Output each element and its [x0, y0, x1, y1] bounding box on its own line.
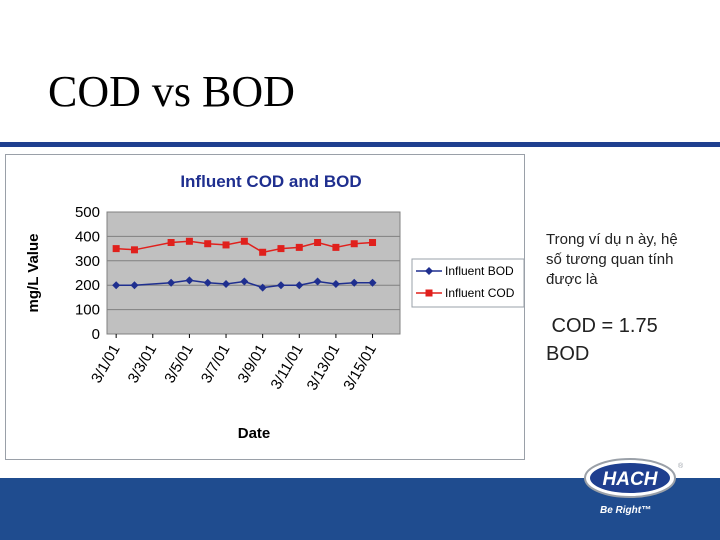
note-line: được là [546, 271, 598, 288]
data-point [258, 283, 267, 292]
y-tick-label: 0 [92, 326, 100, 343]
x-tick-label: 3/3/01 [125, 342, 161, 387]
data-point [203, 278, 212, 287]
series-layer [112, 237, 377, 292]
data-point [112, 281, 121, 290]
data-point [276, 281, 285, 290]
data-point [204, 240, 212, 248]
note-line: Trong ví dụ n ày, hệ [546, 231, 678, 248]
y-tick-label: 300 [75, 253, 100, 270]
logo-text: HACH [603, 469, 659, 490]
data-point [240, 237, 248, 245]
data-point [167, 278, 176, 287]
data-point [332, 243, 340, 251]
x-tick-label: 3/7/01 [198, 342, 234, 387]
data-point [277, 245, 285, 253]
data-point [350, 278, 359, 287]
plot-area [106, 211, 401, 335]
y-tick-label: 500 [75, 204, 100, 221]
data-point [350, 240, 358, 248]
hach-logo: HACH ® [584, 458, 684, 498]
chart-panel: Influent COD and BOD 0 100 200 300 400 500 3/… [5, 154, 525, 460]
y-tick-label: 100 [75, 302, 100, 319]
x-tick-label: 3/9/01 [235, 342, 271, 387]
x-tick-label: 3/11/01 [268, 342, 307, 393]
x-tick-label: 3/1/01 [88, 342, 124, 387]
chart-title: Influent COD and BOD [180, 172, 361, 191]
ratio-line: COD = 1.75 [546, 315, 658, 337]
legend: Influent BOD Influent COD [411, 258, 524, 308]
y-axis-label: mg/L Value [25, 234, 42, 313]
data-point [130, 281, 139, 290]
y-axis-ticks: 0 100 200 300 400 500 [75, 204, 100, 343]
data-point [295, 243, 303, 251]
note-line: số tương quan tính [546, 251, 674, 268]
data-point [112, 245, 120, 253]
legend-label: Influent COD [445, 286, 515, 300]
y-tick-label: 200 [75, 277, 100, 294]
ratio-line: BOD [546, 343, 590, 365]
legend-marker [425, 267, 433, 275]
data-point [314, 239, 322, 246]
ratio-text: COD = 1.75 BOD [546, 312, 716, 368]
data-point [368, 278, 377, 287]
x-axis-label: Date [238, 425, 271, 442]
legend-box [411, 258, 524, 308]
data-point [167, 239, 175, 246]
legend-label: Influent BOD [445, 264, 514, 278]
x-tick-label: 3/5/01 [161, 342, 197, 387]
slide-title: COD vs BOD [48, 67, 295, 116]
x-tick-label: 3/13/01 [304, 342, 344, 394]
logo-tagline: Be Right™ [600, 505, 652, 516]
data-point [222, 241, 230, 249]
data-point [130, 246, 138, 254]
data-point [222, 279, 231, 288]
data-point [185, 276, 194, 285]
note-text: Trong ví dụ n ày, hệ số tương quan tính … [546, 230, 716, 290]
data-point [240, 277, 249, 286]
data-point [259, 248, 267, 256]
data-point [185, 237, 193, 245]
gridlines [107, 235, 400, 311]
svg-text:®: ® [678, 462, 684, 470]
legend-marker [425, 289, 433, 297]
data-point [295, 281, 304, 290]
data-point [313, 277, 322, 286]
data-point [331, 279, 340, 288]
title-divider [0, 142, 720, 147]
chart: Influent COD and BOD 0 100 200 300 400 500 3/… [25, 172, 524, 442]
x-tick-label: 3/15/01 [340, 342, 380, 394]
x-axis-ticks: 3/1/01 3/3/01 3/5/01 3/7/01 3/9/013/11/013/1… [88, 334, 380, 393]
y-tick-label: 400 [75, 228, 100, 245]
data-point [369, 239, 377, 246]
